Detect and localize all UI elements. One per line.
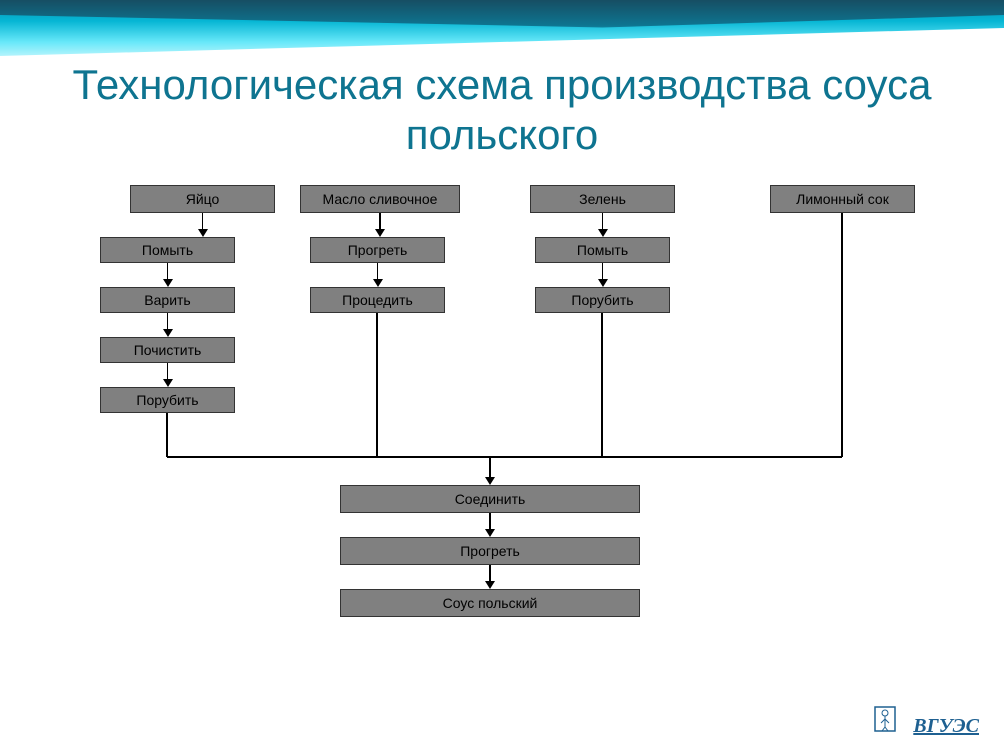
- flowchart-node-butter: Масло сливочное: [300, 185, 460, 213]
- flowchart-node-clean: Почистить: [100, 337, 235, 363]
- arrow-head: [485, 581, 495, 589]
- flowchart-node-combine: Соединить: [340, 485, 640, 513]
- flowchart-node-result: Соус польский: [340, 589, 640, 617]
- merge-down-line: [489, 457, 491, 478]
- flowchart-node-heat2: Прогреть: [340, 537, 640, 565]
- flowchart-node-chop1: Порубить: [100, 387, 235, 413]
- arrow-line: [602, 263, 604, 280]
- page-title: Технологическая схема производства соуса…: [30, 60, 974, 161]
- arrow-line: [377, 263, 379, 280]
- flowchart-node-egg: Яйцо: [130, 185, 275, 213]
- arrow-line: [379, 213, 381, 230]
- merge-vline: [601, 313, 603, 457]
- arrow-head: [375, 229, 385, 237]
- arrow-head: [163, 279, 173, 287]
- flowchart-node-wash1: Помыть: [100, 237, 235, 263]
- arrow-line: [489, 513, 491, 530]
- arrow-line: [602, 213, 604, 230]
- arrow-line: [202, 213, 204, 230]
- arrow-head: [598, 229, 608, 237]
- logo-text: ВГУЭС: [913, 715, 979, 738]
- flowchart-node-wash2: Помыть: [535, 237, 670, 263]
- logo-icon: [871, 699, 899, 735]
- flowchart-node-chop2: Порубить: [535, 287, 670, 313]
- merge-hline: [167, 456, 842, 458]
- arrow-head: [598, 279, 608, 287]
- arrow-line: [167, 263, 169, 280]
- flowchart-node-strain: Процедить: [310, 287, 445, 313]
- merge-vline: [166, 413, 168, 457]
- merge-arrow-head: [485, 477, 495, 485]
- arrow-line: [167, 313, 169, 330]
- flowchart-node-boil: Варить: [100, 287, 235, 313]
- arrow-line: [167, 363, 169, 380]
- arrow-head: [373, 279, 383, 287]
- flowchart-diagram: Яйцо Масло сливочное Зелень Лимонный сок Пом…: [0, 185, 1004, 705]
- arrow-line: [489, 565, 491, 582]
- merge-vline: [841, 213, 843, 457]
- merge-vline: [376, 313, 378, 457]
- flowchart-node-heat1: Прогреть: [310, 237, 445, 263]
- arrow-head: [485, 529, 495, 537]
- arrow-head: [163, 379, 173, 387]
- flowchart-node-greens: Зелень: [530, 185, 675, 213]
- arrow-head: [163, 329, 173, 337]
- arrow-head: [198, 229, 208, 237]
- flowchart-node-lemon: Лимонный сок: [770, 185, 915, 213]
